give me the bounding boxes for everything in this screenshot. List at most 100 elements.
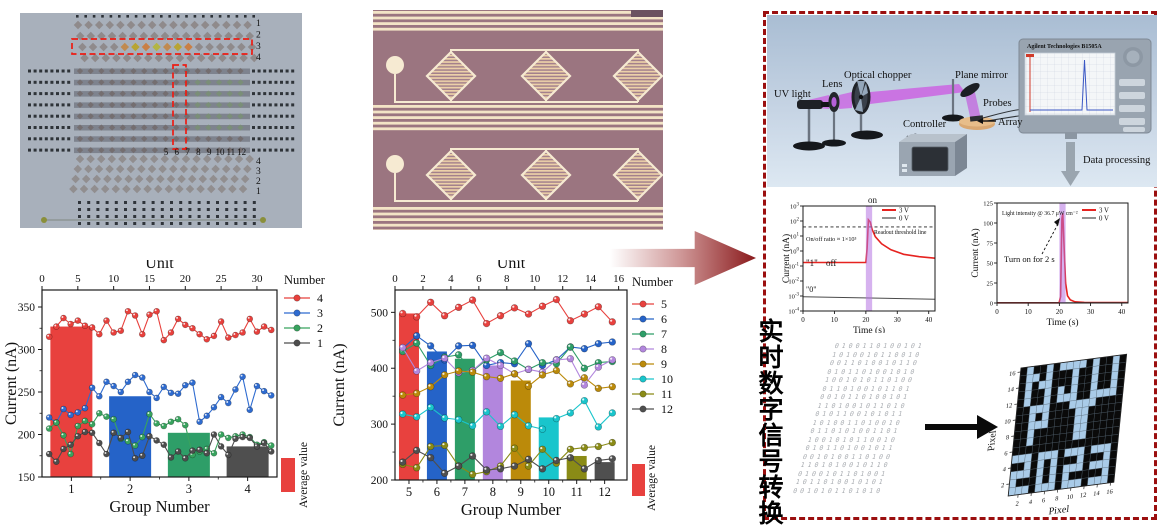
svg-text:2: 2 bbox=[420, 273, 426, 285]
svg-text:100: 100 bbox=[983, 221, 993, 228]
svg-text:101: 101 bbox=[790, 233, 800, 241]
svg-text:350: 350 bbox=[18, 302, 36, 314]
average-bars bbox=[50, 326, 269, 477]
svg-text:Average value: Average value bbox=[298, 442, 310, 508]
svg-text:10: 10 bbox=[661, 372, 673, 386]
series-5 bbox=[398, 295, 617, 328]
svg-text:10-1: 10-1 bbox=[788, 263, 799, 271]
svg-text:8: 8 bbox=[1006, 434, 1011, 441]
svg-text:4: 4 bbox=[1028, 499, 1033, 506]
svg-text:Light intensity @ 36.7 μW cm⁻²: Light intensity @ 36.7 μW cm⁻² bbox=[1002, 211, 1078, 217]
svg-text:300: 300 bbox=[371, 419, 389, 431]
electrode-pattern bbox=[373, 10, 663, 230]
svg-text:14: 14 bbox=[1093, 490, 1101, 498]
svg-text:6: 6 bbox=[661, 312, 667, 326]
svg-text:1: 1 bbox=[68, 482, 74, 496]
svg-text:Average value: Average value bbox=[646, 445, 658, 511]
optical-chopper-icon bbox=[851, 79, 883, 140]
svg-text:12: 12 bbox=[1080, 492, 1087, 500]
chinese-caption: 实时数字信号转换 bbox=[755, 318, 782, 526]
svg-text:Unit: Unit bbox=[497, 260, 526, 272]
black-right-arrow-icon bbox=[925, 415, 998, 439]
svg-text:500: 500 bbox=[371, 307, 389, 319]
svg-text:1: 1 bbox=[256, 19, 261, 29]
average-value-swatch bbox=[281, 458, 295, 492]
instrument-icon bbox=[1018, 38, 1152, 139]
time-plot-linear: 0 25 50 75 100 125 Current (nA) 0 10 20 30 40 Time (… bbox=[970, 201, 1129, 328]
svg-text:off: off bbox=[826, 258, 836, 268]
svg-text:Number: Number bbox=[632, 275, 674, 289]
svg-text:5: 5 bbox=[406, 485, 412, 499]
svg-text:3: 3 bbox=[256, 42, 261, 52]
svg-text:11: 11 bbox=[571, 485, 583, 499]
svg-text:7: 7 bbox=[185, 147, 190, 157]
data-processing-arrow-icon bbox=[1061, 142, 1080, 186]
svg-text:14: 14 bbox=[1007, 386, 1015, 394]
svg-text:3: 3 bbox=[186, 482, 192, 496]
series-3 bbox=[45, 371, 275, 426]
label-controller: Controller bbox=[903, 119, 947, 130]
svg-text:75: 75 bbox=[987, 241, 994, 248]
label-data-processing: Data processing bbox=[1083, 155, 1151, 166]
svg-text:12: 12 bbox=[661, 402, 673, 416]
svg-text:20: 20 bbox=[1056, 308, 1064, 316]
label-plane-mirror: Plane mirror bbox=[955, 70, 1008, 81]
array-pointer-icon bbox=[977, 118, 996, 124]
svg-text:10: 10 bbox=[529, 273, 541, 285]
svg-text:7: 7 bbox=[661, 327, 667, 341]
svg-text:Pixel: Pixel bbox=[1048, 504, 1070, 518]
svg-text:16: 16 bbox=[1009, 370, 1017, 378]
series-9 bbox=[398, 366, 617, 399]
svg-text:0 V: 0 V bbox=[899, 216, 909, 223]
svg-text:12: 12 bbox=[237, 147, 246, 157]
series-10 bbox=[398, 396, 617, 433]
svg-text:6: 6 bbox=[476, 273, 482, 285]
measurement-setup-schematic: UV light Lens Optical chopper Controller… bbox=[767, 15, 1157, 187]
svg-text:11: 11 bbox=[226, 147, 235, 157]
svg-text:8: 8 bbox=[661, 342, 667, 356]
svg-text:5: 5 bbox=[75, 273, 81, 285]
svg-text:Current (nA): Current (nA) bbox=[970, 228, 981, 277]
svg-text:Pixel: Pixel bbox=[986, 430, 999, 452]
svg-text:20: 20 bbox=[180, 273, 192, 285]
svg-text:150: 150 bbox=[18, 472, 36, 484]
svg-text:0: 0 bbox=[995, 308, 999, 316]
series-1 bbox=[45, 428, 275, 465]
svg-text:10-2: 10-2 bbox=[788, 278, 799, 286]
svg-text:Group Number: Group Number bbox=[461, 500, 562, 519]
svg-text:"1": "1" bbox=[806, 258, 818, 268]
svg-text:0: 0 bbox=[39, 273, 45, 285]
label-instrument: Agilent Technologies B1505A bbox=[1027, 44, 1102, 50]
svg-text:10: 10 bbox=[831, 316, 839, 324]
svg-text:16: 16 bbox=[1106, 488, 1114, 496]
svg-text:Time (s): Time (s) bbox=[1046, 317, 1078, 328]
label-lens: Lens bbox=[822, 79, 842, 90]
svg-text:8: 8 bbox=[504, 273, 510, 285]
svg-text:10: 10 bbox=[1004, 418, 1012, 426]
svg-text:Readout threshold line: Readout threshold line bbox=[874, 230, 927, 236]
svg-text:30: 30 bbox=[1087, 308, 1095, 316]
svg-text:6: 6 bbox=[175, 147, 180, 157]
svg-text:102: 102 bbox=[790, 218, 800, 226]
svg-text:10: 10 bbox=[1066, 493, 1074, 501]
svg-text:8: 8 bbox=[490, 485, 496, 499]
svg-text:3 V: 3 V bbox=[899, 208, 909, 215]
svg-text:30: 30 bbox=[894, 316, 902, 324]
svg-text:2: 2 bbox=[317, 321, 323, 335]
svg-text:25: 25 bbox=[987, 281, 994, 288]
svg-text:103: 103 bbox=[790, 203, 800, 211]
svg-text:125: 125 bbox=[983, 201, 993, 208]
svg-text:40: 40 bbox=[925, 316, 933, 324]
svg-text:30: 30 bbox=[251, 273, 263, 285]
svg-text:6: 6 bbox=[1042, 497, 1047, 504]
label-array: Array bbox=[998, 117, 1023, 128]
svg-text:10: 10 bbox=[542, 485, 555, 499]
svg-text:300: 300 bbox=[18, 345, 36, 357]
average-bars bbox=[398, 313, 615, 480]
series-11 bbox=[398, 438, 617, 479]
series-4 bbox=[45, 307, 275, 344]
controller-icon bbox=[899, 134, 967, 176]
svg-text:7: 7 bbox=[462, 485, 468, 499]
